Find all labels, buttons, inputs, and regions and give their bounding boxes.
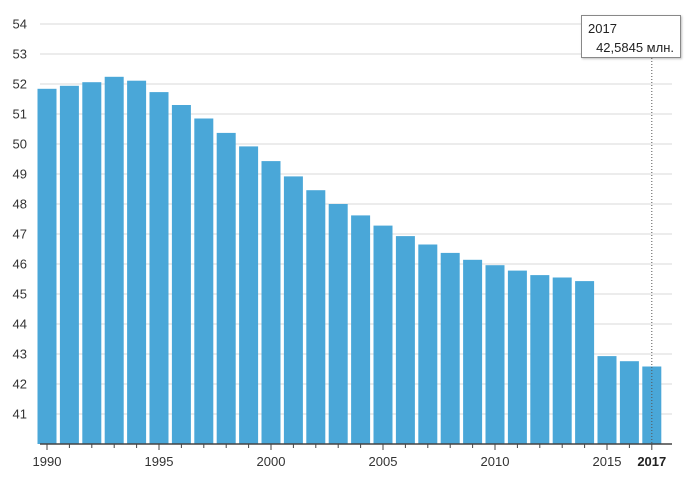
y-tick-label: 50 — [13, 137, 27, 152]
bar — [485, 265, 505, 444]
bar — [463, 259, 483, 444]
y-tick-label: 45 — [13, 287, 27, 302]
bar — [440, 252, 460, 444]
bar — [530, 275, 550, 444]
bar — [418, 244, 438, 444]
bar — [149, 92, 169, 444]
x-tick-label: 2015 — [593, 454, 622, 469]
y-tick-label: 42 — [13, 377, 27, 392]
bar — [395, 236, 415, 444]
bars — [37, 76, 662, 445]
bar — [194, 118, 214, 444]
y-tick-label: 46 — [13, 257, 27, 272]
bar — [507, 270, 527, 444]
x-axis-ticks: 1990 1995 2000 2005 2010 2015 2017 — [33, 444, 666, 469]
y-tick-label: 41 — [13, 407, 27, 422]
y-tick-label: 49 — [13, 167, 27, 182]
y-tick-label: 54 — [13, 17, 27, 32]
bar — [373, 225, 393, 444]
x-tick-label: 2000 — [257, 454, 286, 469]
bar — [351, 215, 371, 444]
x-tick-label: 1990 — [33, 454, 62, 469]
bar — [82, 82, 102, 444]
bar — [59, 85, 79, 445]
y-tick-label: 53 — [13, 47, 27, 62]
bar — [619, 361, 639, 444]
bar — [283, 176, 303, 444]
bar — [261, 161, 281, 444]
bar — [37, 88, 57, 445]
y-tick-label: 47 — [13, 227, 27, 242]
bar — [552, 277, 572, 444]
bar — [104, 76, 124, 445]
y-tick-label: 52 — [13, 77, 27, 92]
bar — [642, 366, 662, 444]
bar — [239, 146, 259, 444]
y-tick-label: 48 — [13, 197, 27, 212]
x-tick-label: 2010 — [481, 454, 510, 469]
x-tick-label-highlighted: 2017 — [637, 454, 666, 469]
y-tick-label: 44 — [13, 317, 27, 332]
y-tick-label: 51 — [13, 107, 27, 122]
bar — [216, 132, 236, 444]
y-tick-label: 43 — [13, 347, 27, 362]
bar — [171, 105, 191, 444]
bar — [306, 190, 326, 444]
bar — [597, 356, 617, 444]
x-tick-label: 2005 — [369, 454, 398, 469]
bar — [127, 80, 147, 444]
tooltip-value: 42,5845 млн. — [596, 40, 674, 55]
y-axis-ticks: 41 42 43 44 45 46 47 48 49 50 51 52 53 54 — [13, 17, 27, 422]
tooltip: 2017 42,5845 млн. — [581, 15, 681, 58]
bar — [328, 204, 348, 444]
tooltip-year: 2017 — [588, 21, 617, 36]
bar — [575, 281, 595, 444]
x-tick-label: 1995 — [145, 454, 174, 469]
